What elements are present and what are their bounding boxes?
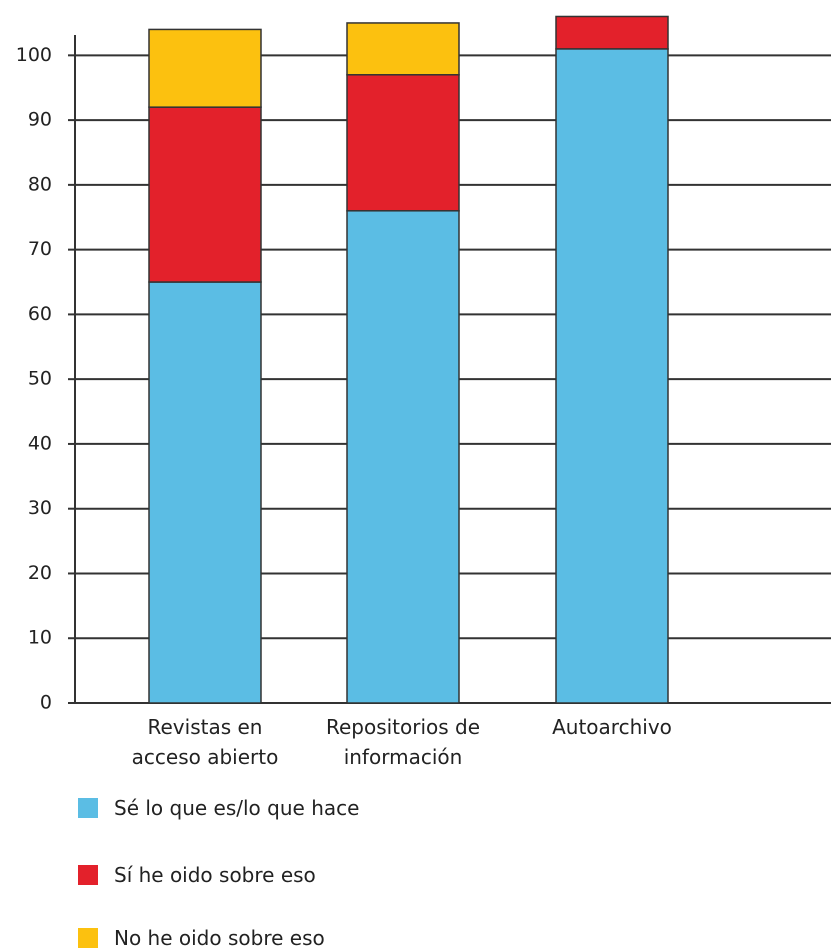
bar-segment: [555, 48, 669, 704]
x-tick-label: Autoarchivo: [552, 715, 672, 739]
legend-label: Sé lo que es/lo que hace: [114, 796, 360, 820]
bar-segment: [148, 106, 262, 283]
y-tick-label: 80: [28, 173, 52, 195]
legend-label: Sí he oido sobre eso: [114, 863, 316, 887]
y-tick-label: 70: [28, 238, 52, 260]
legend-item: No he oido sobre eso: [78, 926, 325, 950]
legend-swatch: [78, 928, 98, 948]
y-tick-label: 30: [28, 497, 52, 519]
legend-item: Sé lo que es/lo que hace: [78, 796, 359, 820]
y-tick-label: 60: [28, 303, 52, 325]
legend-item: Sí he oido sobre eso: [78, 863, 316, 887]
y-tick-label: 40: [28, 432, 52, 454]
legend-label: No he oido sobre eso: [114, 926, 325, 950]
x-tick-label: Revistas en acceso abierto: [131, 715, 279, 769]
legend-swatch: [78, 798, 98, 818]
y-tick-label: 90: [28, 109, 52, 131]
y-tick-label: 50: [28, 368, 52, 390]
bar-segment: [346, 74, 460, 212]
y-tick-label: 100: [16, 44, 52, 66]
x-tick-label: Repositorios de información: [325, 715, 481, 769]
bar-segment: [148, 281, 262, 704]
legend-swatch: [78, 865, 98, 885]
y-tick-label: 0: [40, 692, 52, 714]
bar-segment: [148, 28, 262, 108]
bar-segment: [346, 210, 460, 704]
bar-segment: [346, 22, 460, 76]
y-tick-label: 20: [28, 562, 52, 584]
y-tick-label: 10: [28, 627, 52, 649]
bar-segment: [555, 15, 669, 50]
